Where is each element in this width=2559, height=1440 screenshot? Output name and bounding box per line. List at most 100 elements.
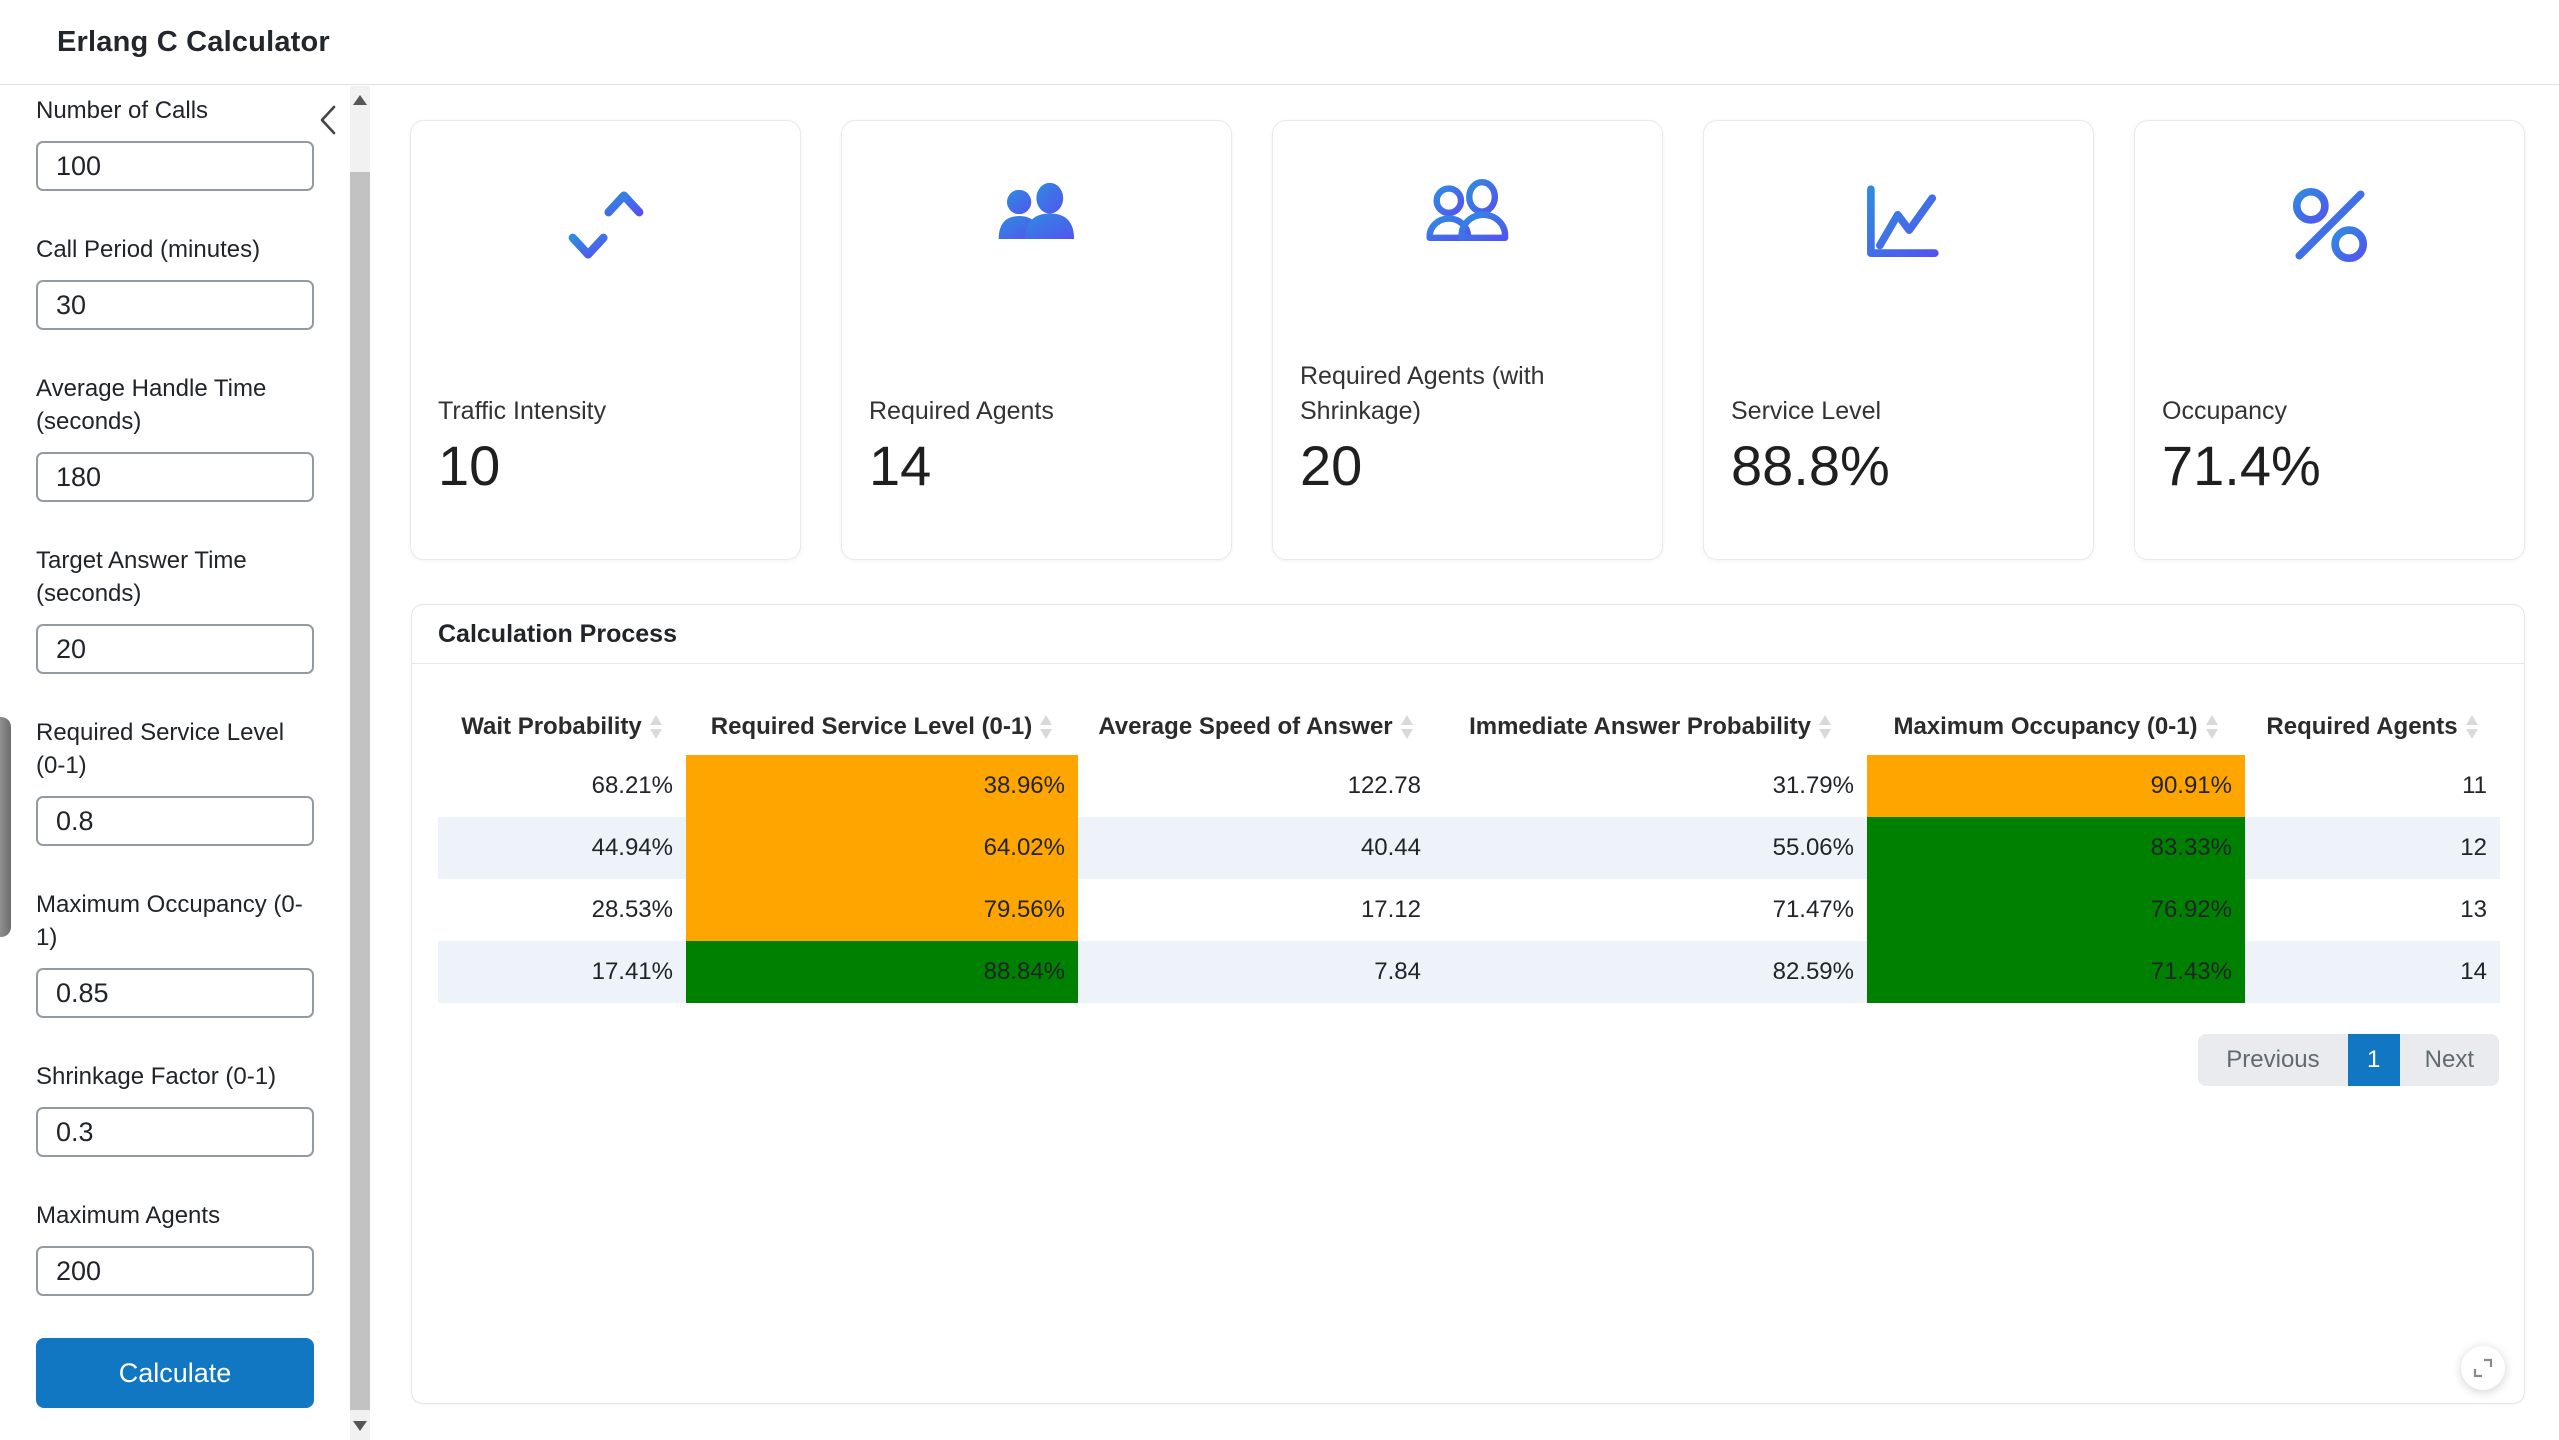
- field-maximum-agents: Maximum Agents: [36, 1199, 314, 1296]
- card-occupancy: Occupancy 71.4%: [2134, 120, 2525, 560]
- people-filled-icon: [991, 179, 1083, 276]
- cell-immediate-answer-probability: 71.47%: [1772, 896, 1854, 923]
- card-label: Occupancy: [2162, 397, 2288, 425]
- cell-immediate-answer-probability: 82.59%: [1772, 958, 1854, 985]
- cell-average-speed-of-answer: 17.12: [1360, 896, 1421, 923]
- cell-wait-probability: 17.41%: [591, 958, 673, 985]
- cell-maximum-occupancy: 83.33%: [1867, 817, 2245, 879]
- shrinkage-factor-input[interactable]: [36, 1107, 314, 1157]
- required-service-level-label: Required Service Level (0-1): [36, 719, 285, 779]
- header-maximum-occupancy[interactable]: Maximum Occupancy (0-1): [1867, 698, 2245, 755]
- card-label: Required Agents: [869, 397, 1054, 425]
- cell-wait-probability: 44.94%: [591, 834, 673, 861]
- card-required-agents: Required Agents 14: [841, 120, 1232, 560]
- cell-required-service-level: 38.96%: [686, 755, 1078, 817]
- header-required-agents[interactable]: Required Agents: [2245, 698, 2500, 755]
- field-required-service-level: Required Service Level (0-1): [36, 716, 314, 846]
- number-of-calls-label: Number of Calls: [36, 97, 209, 124]
- next-page-button[interactable]: Next: [2399, 1034, 2499, 1086]
- people-outline-icon: [1422, 179, 1514, 276]
- calculation-process-panel: Calculation Process Wait Probability Req…: [411, 604, 2525, 1404]
- cell-maximum-occupancy: 71.43%: [1867, 941, 2245, 1003]
- drawer-handle[interactable]: [0, 717, 11, 937]
- panel-title: Calculation Process: [412, 605, 2524, 664]
- cell-maximum-occupancy: 76.92%: [1867, 879, 2245, 941]
- field-number-of-calls: Number of Calls: [36, 94, 314, 191]
- maximum-occupancy-input[interactable]: [36, 968, 314, 1018]
- table-header-row: Wait Probability Required Service Level …: [438, 698, 2500, 755]
- previous-page-button[interactable]: Previous: [2198, 1034, 2348, 1086]
- maximum-occupancy-label: Maximum Occupancy (0-1): [36, 891, 303, 951]
- sidebar: Number of Calls Call Period (minutes) Av…: [0, 86, 378, 1440]
- target-answer-time-input[interactable]: [36, 624, 314, 674]
- header-required-service-level[interactable]: Required Service Level (0-1): [686, 698, 1078, 755]
- sort-icon: [1818, 714, 1831, 739]
- header-wait-probability[interactable]: Wait Probability: [438, 698, 686, 755]
- field-target-answer-time: Target Answer Time (seconds): [36, 544, 314, 674]
- percent-icon: [2284, 179, 2376, 276]
- scroll-down-arrow-icon[interactable]: [353, 1421, 367, 1431]
- field-maximum-occupancy: Maximum Occupancy (0-1): [36, 888, 314, 1018]
- card-label: Service Level: [1731, 397, 1882, 425]
- card-service-level: Service Level 88.8%: [1703, 120, 2094, 560]
- metric-cards: Traffic Intensity 10 Required Agents 14: [410, 120, 2525, 560]
- calculate-button[interactable]: Calculate: [36, 1338, 314, 1408]
- card-required-agents-shrinkage: Required Agents (with Shrinkage) 20: [1272, 120, 1663, 560]
- arrows-up-down-icon: [560, 179, 652, 276]
- call-period-input[interactable]: [36, 280, 314, 330]
- sort-icon: [1400, 714, 1413, 739]
- number-of-calls-input[interactable]: [36, 141, 314, 191]
- card-value: 88.8%: [1731, 434, 1890, 497]
- card-value: 71.4%: [2162, 434, 2321, 497]
- call-period-label: Call Period (minutes): [36, 236, 261, 263]
- cell-maximum-occupancy: 90.91%: [1867, 755, 2245, 817]
- cell-wait-probability: 28.53%: [591, 896, 673, 923]
- table-row: 44.94% 64.02% 40.44 55.06% 83.33% 12: [438, 817, 2500, 879]
- card-value: 14: [869, 434, 932, 497]
- target-answer-time-label: Target Answer Time (seconds): [36, 547, 247, 607]
- maximum-agents-input[interactable]: [36, 1246, 314, 1296]
- calculation-table: Wait Probability Required Service Level …: [438, 698, 2500, 1003]
- header-average-speed-of-answer[interactable]: Average Speed of Answer: [1078, 698, 1434, 755]
- cell-average-speed-of-answer: 7.84: [1374, 958, 1421, 985]
- cell-required-agents: 14: [2460, 958, 2487, 985]
- card-label: Required Agents (with Shrinkage): [1300, 362, 1545, 425]
- table-row: 17.41% 88.84% 7.84 82.59% 71.43% 14: [438, 941, 2500, 1003]
- line-chart-icon: [1853, 179, 1945, 276]
- sort-icon: [2465, 714, 2478, 739]
- cell-required-agents: 11: [2462, 772, 2487, 799]
- card-traffic-intensity: Traffic Intensity 10: [410, 120, 801, 560]
- average-handle-time-input[interactable]: [36, 452, 314, 502]
- card-value: 10: [438, 434, 501, 497]
- cell-required-service-level: 64.02%: [686, 817, 1078, 879]
- app-header: Erlang C Calculator: [0, 0, 2559, 85]
- required-service-level-input[interactable]: [36, 796, 314, 846]
- page-1-button[interactable]: 1: [2347, 1034, 2400, 1086]
- sort-icon: [1040, 714, 1053, 739]
- collapse-sidebar-chevron-icon[interactable]: [318, 104, 338, 136]
- card-label: Traffic Intensity: [438, 397, 607, 425]
- cell-immediate-answer-probability: 55.06%: [1772, 834, 1854, 861]
- scrollbar-thumb[interactable]: [350, 172, 370, 1410]
- expand-icon: [2473, 1358, 2493, 1378]
- average-handle-time-label: Average Handle Time (seconds): [36, 375, 267, 435]
- table-row: 28.53% 79.56% 17.12 71.47% 76.92% 13: [438, 879, 2500, 941]
- maximum-agents-label: Maximum Agents: [36, 1202, 221, 1229]
- table-row: 68.21% 38.96% 122.78 31.79% 90.91% 11: [438, 755, 2500, 817]
- cell-average-speed-of-answer: 122.78: [1347, 772, 1421, 799]
- page-title: Erlang C Calculator: [57, 25, 330, 58]
- pagination: Previous 1 Next: [2198, 1034, 2499, 1086]
- cell-immediate-answer-probability: 31.79%: [1772, 772, 1854, 799]
- header-immediate-answer-probability[interactable]: Immediate Answer Probability: [1434, 698, 1867, 755]
- scroll-up-arrow-icon[interactable]: [353, 95, 367, 105]
- cell-required-service-level: 88.84%: [686, 941, 1078, 1003]
- field-call-period: Call Period (minutes): [36, 233, 314, 330]
- field-average-handle-time: Average Handle Time (seconds): [36, 372, 314, 502]
- cell-required-service-level: 79.56%: [686, 879, 1078, 941]
- expand-button[interactable]: [2461, 1346, 2505, 1390]
- cell-required-agents: 12: [2460, 834, 2487, 861]
- cell-average-speed-of-answer: 40.44: [1360, 834, 1421, 861]
- input-form: Number of Calls Call Period (minutes) Av…: [36, 86, 314, 1408]
- sort-icon: [2205, 714, 2218, 739]
- sidebar-scrollbar[interactable]: [350, 86, 370, 1440]
